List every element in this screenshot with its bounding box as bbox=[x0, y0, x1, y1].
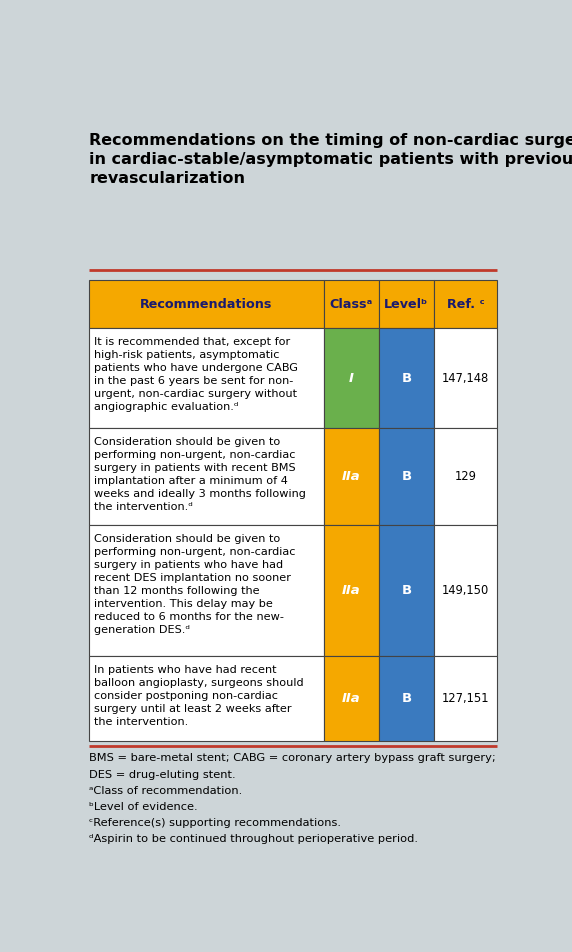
Text: I: I bbox=[349, 371, 353, 385]
Text: Levelᵇ: Levelᵇ bbox=[384, 298, 428, 310]
Text: ᵈAspirin to be continued throughout perioperative period.: ᵈAspirin to be continued throughout peri… bbox=[89, 834, 418, 844]
Bar bbox=[434, 328, 497, 428]
Bar bbox=[434, 525, 497, 656]
Text: 129: 129 bbox=[455, 470, 476, 483]
Bar bbox=[89, 328, 324, 428]
Bar bbox=[324, 428, 379, 525]
Text: IIa: IIa bbox=[342, 584, 360, 597]
Bar bbox=[89, 656, 324, 741]
Bar bbox=[379, 656, 434, 741]
Text: DES = drug-eluting stent.: DES = drug-eluting stent. bbox=[89, 769, 236, 780]
Bar bbox=[324, 280, 379, 328]
Text: IIa: IIa bbox=[342, 692, 360, 705]
Bar bbox=[324, 525, 379, 656]
Bar bbox=[379, 328, 434, 428]
Text: Consideration should be given to
performing non-urgent, non-cardiac
surgery in p: Consideration should be given to perform… bbox=[94, 534, 295, 635]
Bar bbox=[89, 428, 324, 525]
Text: B: B bbox=[402, 470, 411, 483]
Text: ᵇLevel of evidence.: ᵇLevel of evidence. bbox=[89, 802, 198, 812]
Text: In patients who have had recent
balloon angioplasty, surgeons should
consider po: In patients who have had recent balloon … bbox=[94, 664, 303, 727]
Text: Classᵃ: Classᵃ bbox=[329, 298, 373, 310]
Bar bbox=[89, 280, 324, 328]
Bar bbox=[379, 428, 434, 525]
Text: B: B bbox=[402, 371, 411, 385]
Bar bbox=[324, 656, 379, 741]
Text: IIa: IIa bbox=[342, 470, 360, 483]
Text: B: B bbox=[402, 584, 411, 597]
Text: ᶜReference(s) supporting recommendations.: ᶜReference(s) supporting recommendations… bbox=[89, 818, 341, 828]
Text: It is recommended that, except for
high-risk patients, asymptomatic
patients who: It is recommended that, except for high-… bbox=[94, 337, 297, 412]
Bar bbox=[434, 280, 497, 328]
Bar bbox=[379, 525, 434, 656]
Text: 127,151: 127,151 bbox=[442, 692, 489, 705]
Text: Recommendations: Recommendations bbox=[140, 298, 273, 310]
Bar bbox=[434, 428, 497, 525]
Text: Recommendations on the timing of non-cardiac surgery
in cardiac-stable/asymptoma: Recommendations on the timing of non-car… bbox=[89, 132, 572, 186]
Text: ᵃClass of recommendation.: ᵃClass of recommendation. bbox=[89, 785, 243, 796]
Text: B: B bbox=[402, 692, 411, 705]
Bar bbox=[379, 280, 434, 328]
Text: 149,150: 149,150 bbox=[442, 584, 489, 597]
Text: Ref. ᶜ: Ref. ᶜ bbox=[447, 298, 484, 310]
Bar bbox=[434, 656, 497, 741]
Bar bbox=[89, 525, 324, 656]
Text: BMS = bare-metal stent; CABG = coronary artery bypass graft surgery;: BMS = bare-metal stent; CABG = coronary … bbox=[89, 753, 496, 764]
Bar bbox=[324, 328, 379, 428]
Text: Consideration should be given to
performing non-urgent, non-cardiac
surgery in p: Consideration should be given to perform… bbox=[94, 437, 305, 512]
Text: 147,148: 147,148 bbox=[442, 371, 489, 385]
